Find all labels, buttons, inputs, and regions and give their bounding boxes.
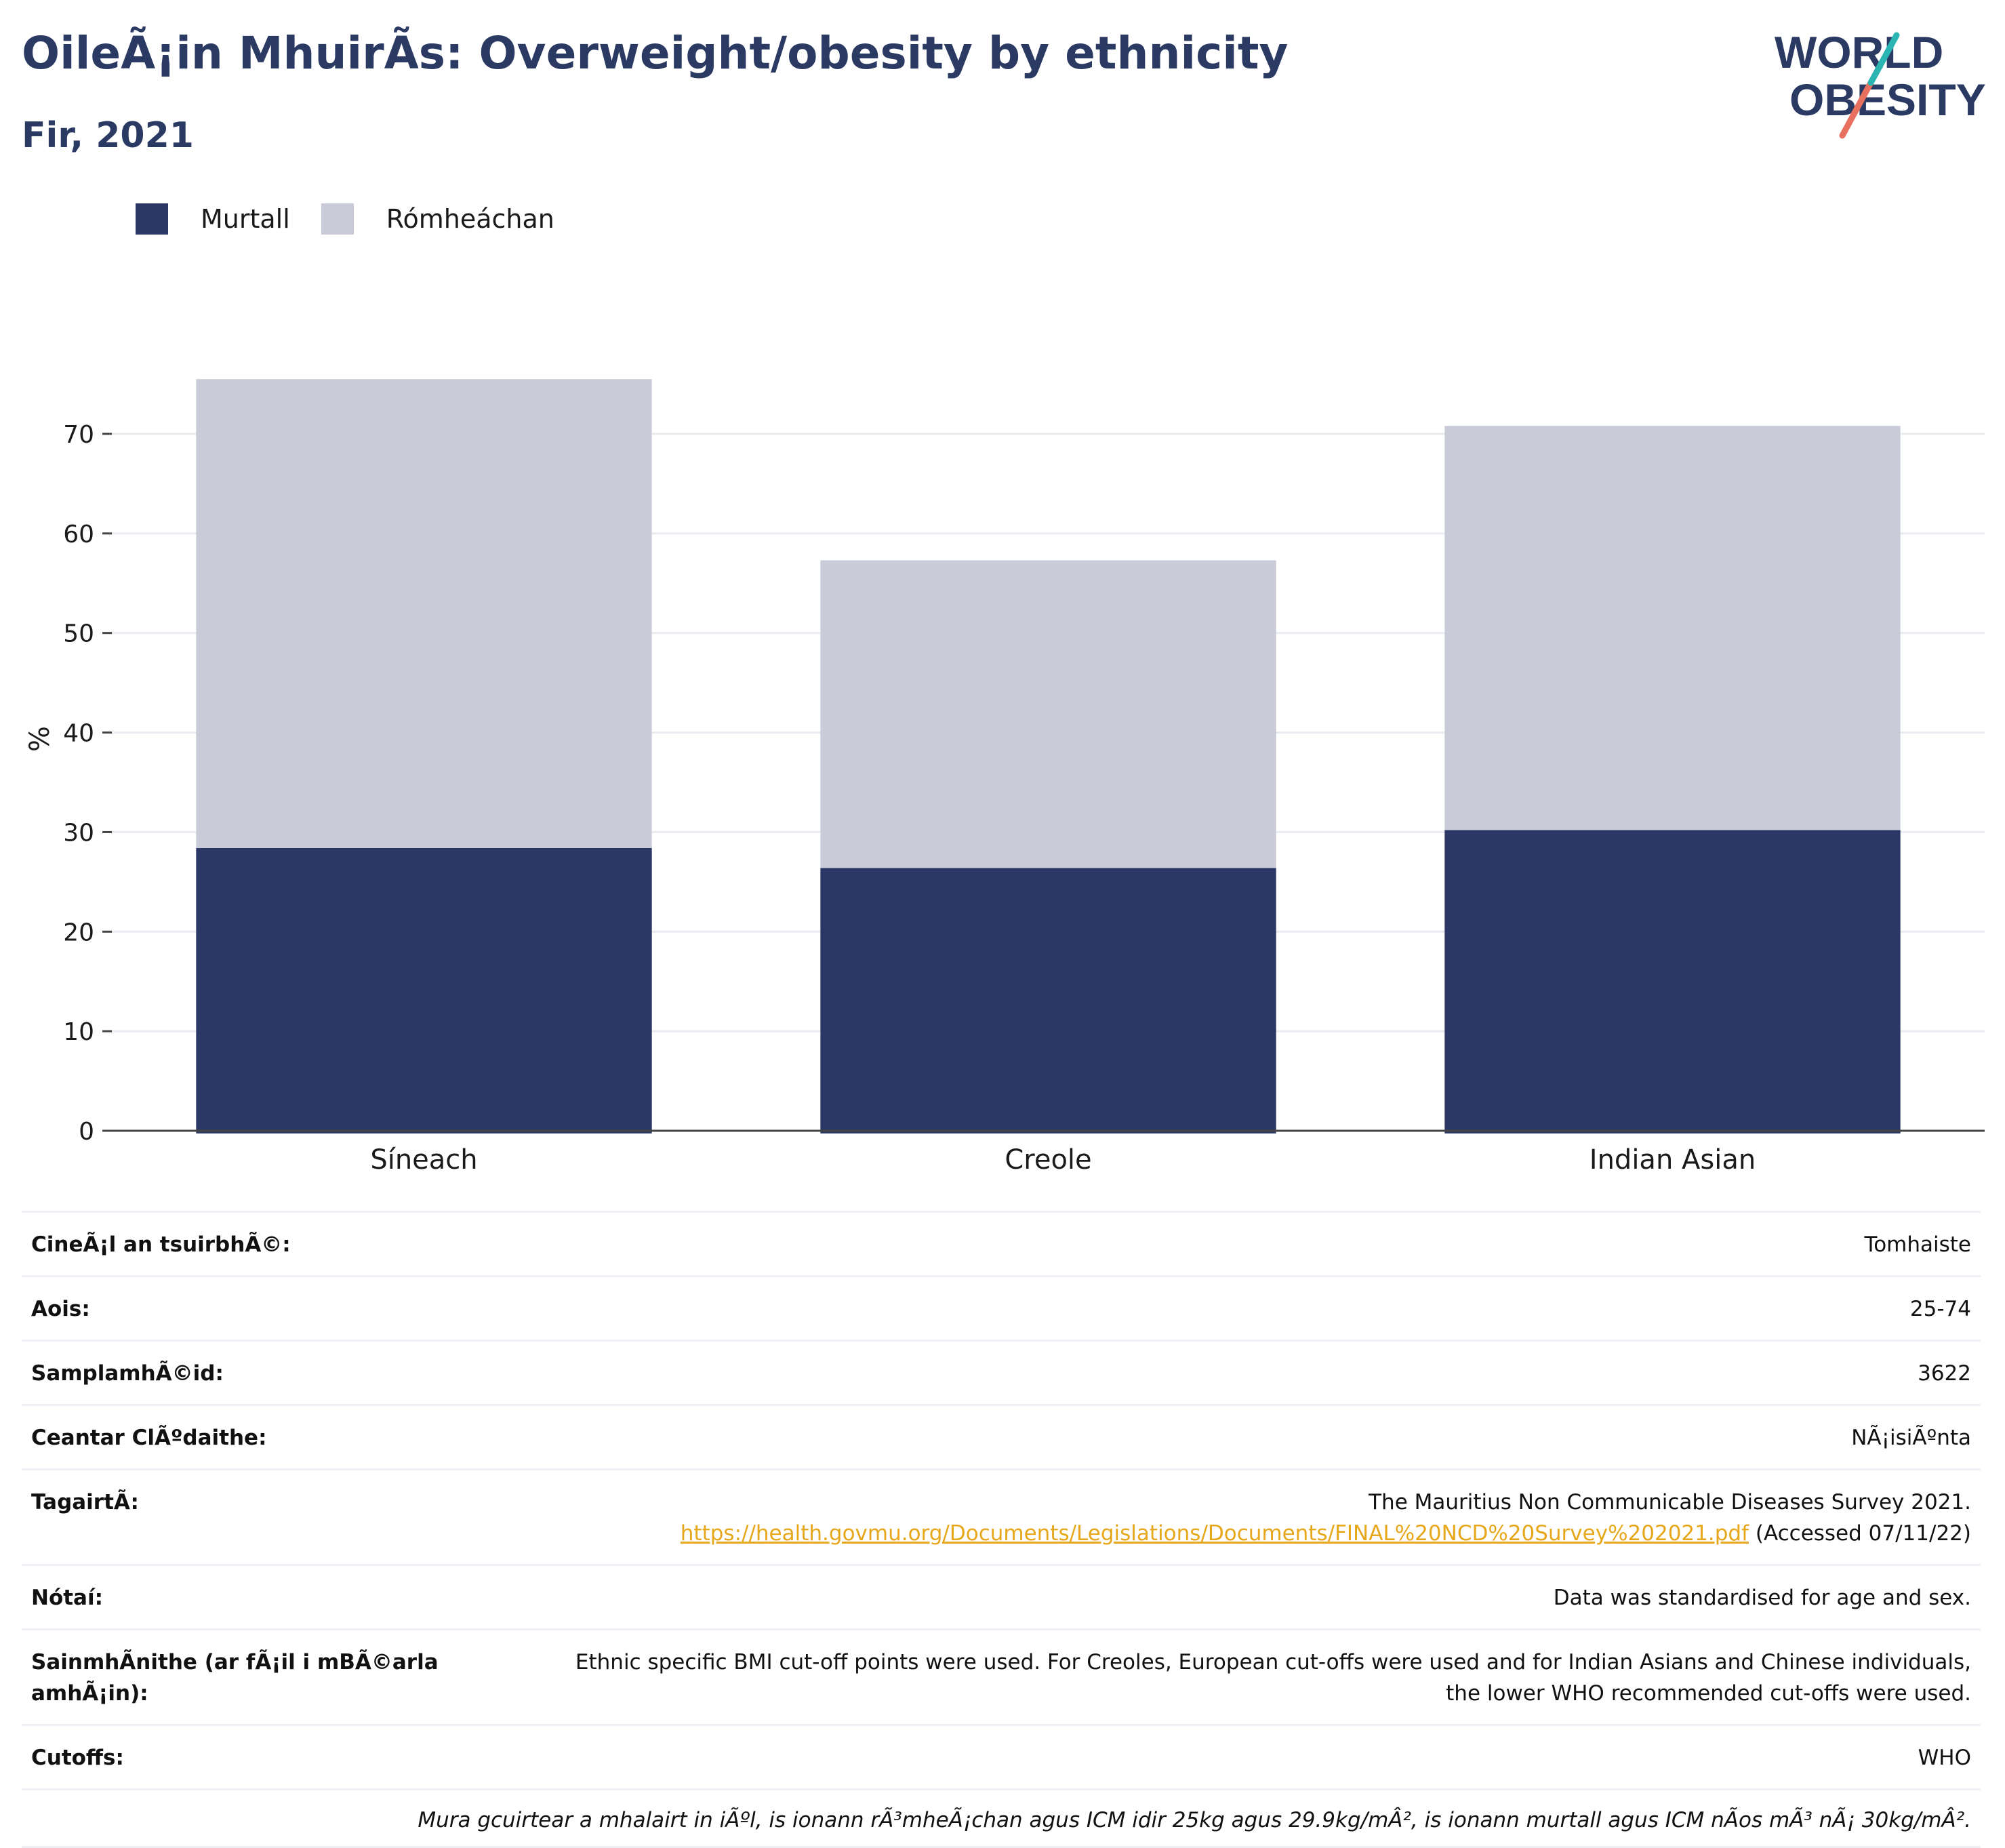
bars bbox=[196, 379, 1901, 1133]
y-tick-label: 60 bbox=[63, 521, 94, 548]
legend-item-overweight[interactable]: Rómheáchan bbox=[321, 203, 554, 235]
y-tick-label: 40 bbox=[63, 720, 94, 748]
bar-chart: 0 10 20 30 40 50 60 70 Síneach Creole Indian Asia… bbox=[24, 379, 1985, 1176]
info-row-definitions: SainmhÃ­nithe (ar fÃ¡il i mBÃ©arla amhÃ¡… bbox=[22, 1630, 1981, 1726]
info-row-survey-type: CineÃ¡l an tsuirbhÃ©: Tomhaiste bbox=[22, 1213, 1981, 1277]
reference-link[interactable]: https://health.govmu.org/Documents/Legis… bbox=[680, 1521, 1749, 1546]
legend: Murtall Rómheáchan bbox=[136, 202, 586, 236]
info-value: Tomhaiste bbox=[1864, 1232, 1971, 1257]
info-key: SamplamhÃ©id: bbox=[31, 1361, 224, 1386]
info-row-sample-size: SamplamhÃ©id: 3622 bbox=[22, 1342, 1981, 1406]
info-value: 25-74 bbox=[1909, 1297, 1971, 1321]
footnote: Mura gcuirtear a mhalairt in iÃºl, is io… bbox=[22, 1790, 1981, 1848]
definitions-line1: Ethnic specific BMI cut-off points were … bbox=[575, 1650, 1971, 1674]
info-row-coverage: Ceantar ClÃºdaithe: NÃ¡isiÃºnta bbox=[22, 1406, 1981, 1470]
y-tick-label: 10 bbox=[63, 1018, 94, 1046]
reference-accessed: (Accessed 07/11/22) bbox=[1755, 1521, 1971, 1546]
info-value: The Mauritius Non Communicable Diseases … bbox=[681, 1487, 1971, 1549]
bar-overweight[interactable] bbox=[820, 560, 1276, 868]
info-key: Ceantar ClÃºdaithe: bbox=[31, 1426, 267, 1450]
info-value: NÃ¡isiÃºnta bbox=[1851, 1426, 1971, 1450]
y-tick-label: 0 bbox=[79, 1118, 94, 1146]
x-category-labels: Síneach Creole Indian Asian bbox=[370, 1144, 1756, 1176]
x-category-label: Síneach bbox=[370, 1144, 477, 1176]
chart-title: OileÃ¡in MhuirÃ­s: Overweight/obesity by… bbox=[22, 27, 1289, 79]
legend-label-overweight: Rómheáchan bbox=[386, 204, 554, 234]
bar-obese[interactable] bbox=[196, 847, 652, 1133]
legend-item-obese[interactable]: Murtall bbox=[136, 203, 290, 235]
legend-label-obese: Murtall bbox=[201, 204, 290, 234]
info-value: WHO bbox=[1918, 1746, 1971, 1770]
x-category-label: Creole bbox=[1005, 1144, 1091, 1176]
info-row-reference: TagairtÃ: The Mauritius Non Communicable… bbox=[22, 1470, 1981, 1566]
y-tick-label: 50 bbox=[63, 620, 94, 648]
legend-swatch-obese bbox=[136, 203, 168, 235]
info-key: TagairtÃ: bbox=[31, 1490, 139, 1514]
y-tick-label: 30 bbox=[63, 819, 94, 847]
world-obesity-logo: WORLD OBESITY bbox=[1762, 20, 1993, 142]
reference-title: The Mauritius Non Communicable Diseases … bbox=[1369, 1490, 1971, 1514]
info-value: Data was standardised for age and sex. bbox=[1553, 1586, 1971, 1610]
legend-swatch-overweight bbox=[321, 203, 354, 235]
bar-obese[interactable] bbox=[820, 868, 1276, 1133]
info-row-notes: Nótaí: Data was standardised for age and… bbox=[22, 1566, 1981, 1630]
bar-overweight[interactable] bbox=[196, 379, 652, 848]
y-tick-label: 70 bbox=[63, 421, 94, 449]
chart-subtitle: Fir, 2021 bbox=[22, 115, 194, 156]
info-row-age: Aois: 25-74 bbox=[22, 1277, 1981, 1342]
y-axis-title: % bbox=[24, 726, 56, 752]
y-tick-labels: 0 10 20 30 40 50 60 70 bbox=[63, 421, 112, 1146]
info-key: Aois: bbox=[31, 1297, 90, 1321]
info-table: CineÃ¡l an tsuirbhÃ©: Tomhaiste Aois: 25… bbox=[22, 1211, 1981, 1848]
info-key: Nótaí: bbox=[31, 1586, 104, 1610]
info-value: 3622 bbox=[1918, 1361, 1971, 1386]
logo-slash-upper bbox=[1867, 32, 1900, 86]
info-key: Cutoffs: bbox=[31, 1746, 124, 1770]
info-row-cutoffs: Cutoffs: WHO bbox=[22, 1726, 1981, 1790]
definitions-line2: the lower WHO recommended cut-offs were … bbox=[1446, 1681, 1971, 1706]
logo-slash-lower bbox=[1839, 79, 1874, 139]
y-tick-label: 20 bbox=[63, 919, 94, 946]
logo-line1: WORLD bbox=[1775, 27, 1943, 77]
logo-line2: OBESITY bbox=[1789, 75, 1986, 125]
bar-obese[interactable] bbox=[1444, 830, 1901, 1133]
info-key: CineÃ¡l an tsuirbhÃ©: bbox=[31, 1232, 291, 1257]
bar-overweight[interactable] bbox=[1444, 426, 1901, 830]
x-category-label: Indian Asian bbox=[1589, 1144, 1756, 1176]
info-key: SainmhÃ­nithe (ar fÃ¡il i mBÃ©arla amhÃ¡… bbox=[31, 1650, 439, 1706]
info-value: Ethnic specific BMI cut-off points were … bbox=[575, 1647, 1971, 1709]
